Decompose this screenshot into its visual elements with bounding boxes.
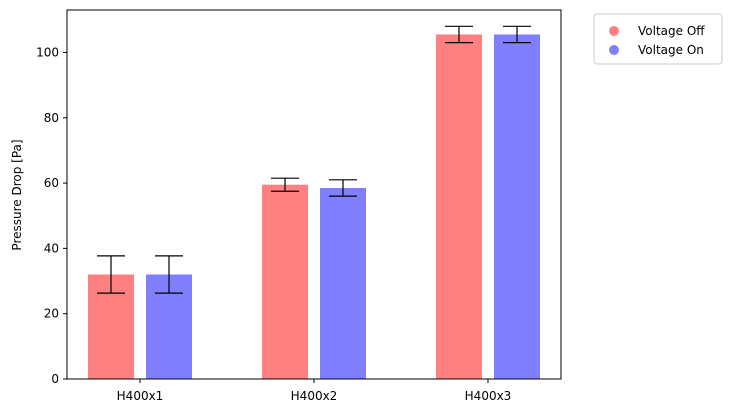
error-bars-layer (97, 25, 531, 294)
error-bar-voltage-on-h400x3 (503, 25, 531, 44)
error-bar-voltage-off-h400x2 (271, 177, 299, 192)
y-axis: 0 20 40 60 80 100 (36, 45, 67, 386)
x-axis: H400x1 H400x2 H400x3 (117, 379, 512, 403)
y-tick-label-0: 0 (51, 372, 59, 386)
error-bar-voltage-on-h400x2 (329, 179, 357, 197)
x-tick-label-h400x1: H400x1 (117, 389, 164, 403)
legend-marker-voltage-on (609, 45, 619, 55)
y-tick-label-40: 40 (44, 241, 59, 255)
error-bar-voltage-off-h400x1 (97, 255, 125, 294)
legend-box (593, 13, 723, 65)
error-bar-voltage-on-h400x1 (155, 255, 183, 294)
y-tick-label-80: 80 (44, 111, 59, 125)
bar-voltage-on-h400x2 (320, 187, 366, 379)
bar-voltage-off-h400x2 (262, 184, 308, 379)
x-tick-label-h400x3: H400x3 (465, 389, 512, 403)
bar-voltage-off-h400x3 (436, 34, 482, 379)
bars-layer (88, 34, 540, 379)
legend-label-voltage-off: Voltage Off (638, 24, 705, 38)
y-tick-label-20: 20 (44, 307, 59, 321)
x-tick-label-h400x2: H400x2 (291, 389, 338, 403)
y-tick-label-100: 100 (36, 45, 59, 59)
legend-marker-voltage-off (609, 26, 619, 36)
y-axis-label: Pressure Drop [Pa] (10, 139, 24, 250)
y-tick-label-60: 60 (44, 176, 59, 190)
legend-label-voltage-on: Voltage On (638, 43, 704, 57)
legend: Voltage Off Voltage On (593, 13, 723, 65)
error-bar-voltage-off-h400x3 (445, 25, 473, 44)
plot-frame (66, 9, 562, 380)
bar-voltage-on-h400x3 (494, 34, 540, 379)
